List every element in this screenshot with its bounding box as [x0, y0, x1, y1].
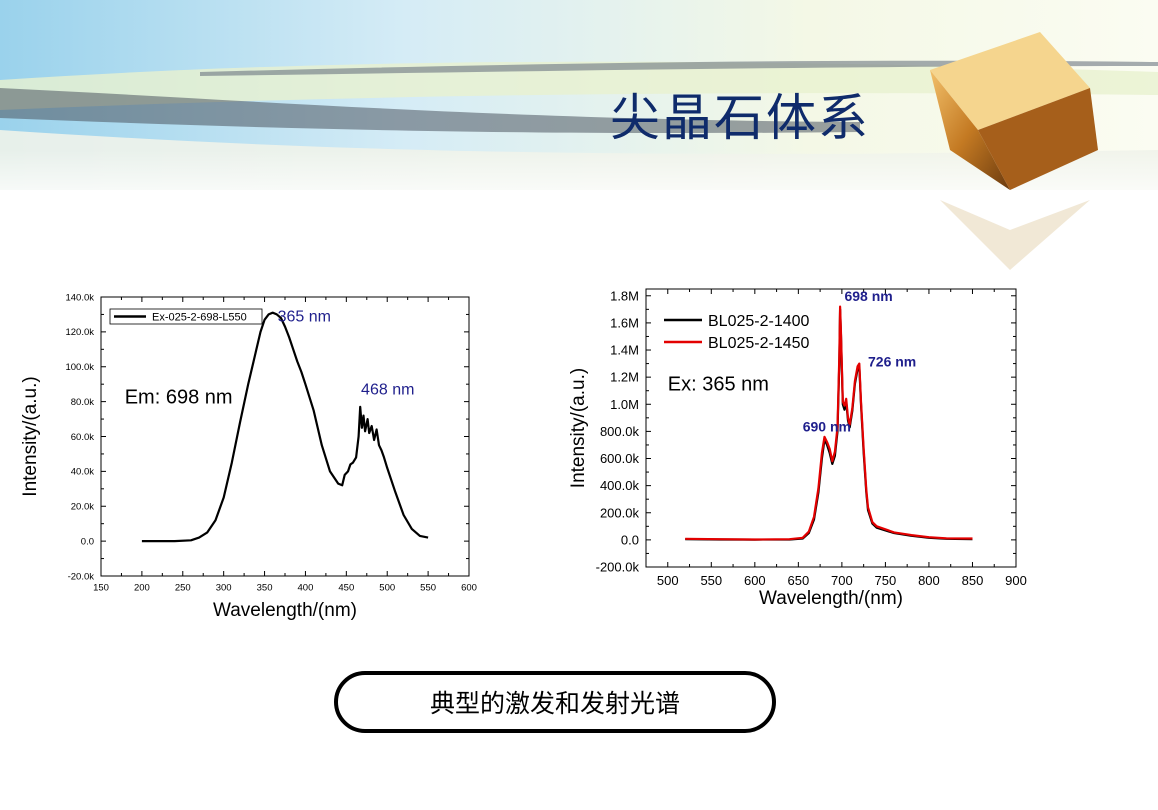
y-tick-label: 1.2M [610, 370, 639, 385]
series-line-1 [141, 311, 429, 543]
legend-label: BL025-2-1450 [708, 335, 810, 352]
x-tick-label: 400 [298, 583, 314, 594]
x-tick-label: 500 [379, 583, 395, 594]
x-tick-label: 900 [1005, 573, 1027, 588]
y-tick-label: 1.6M [610, 315, 639, 330]
annotation: Ex: 365 nm [668, 374, 769, 396]
chart-1: 150 200 250 300 350 400 450 500 550 600 -20.0k 0.0 2… [20, 292, 477, 621]
annotation: 726 nm [868, 353, 916, 369]
legend-label: BL025-2-1400 [708, 313, 810, 330]
y-tick-label: 1.0M [610, 397, 639, 412]
y-axis-label: Intensity/(a.u.) [568, 368, 589, 488]
y-tick-label: 600.0k [600, 451, 640, 466]
y-tick-label: 60.0k [71, 432, 94, 443]
annotation: 365 nm [278, 308, 331, 325]
x-axis-label: Wavelength/(nm) [213, 600, 357, 621]
annotation: Em: 698 nm [125, 386, 233, 408]
x-tick-label: 600 [461, 583, 477, 594]
y-tick-label: 40.0k [71, 467, 94, 478]
x-tick-label: 450 [338, 583, 354, 594]
y-tick-label: 0.0 [81, 536, 94, 547]
x-tick-label: 350 [257, 583, 273, 594]
x-axis-label: Wavelength/(nm) [759, 588, 903, 609]
y-tick-label: 800.0k [600, 424, 640, 439]
x-tick-label: 600 [744, 573, 766, 588]
x-tick-label: 750 [875, 573, 897, 588]
y-tick-label: 20.0k [71, 502, 94, 513]
y-tick-label: 400.0k [600, 478, 640, 493]
plot-frame [100, 296, 470, 577]
x-tick-label: 550 [700, 573, 722, 588]
legend: Ex-025-2-698-L550 [109, 308, 263, 325]
series-line-2 [685, 305, 973, 541]
caption-text: 典型的激发和发射光谱 [429, 689, 680, 718]
chart-2: 500 550 600 650 700 750 800 850 900 -200.0k 0.0 200… [568, 288, 1027, 609]
y-tick-label: 100.0k [65, 362, 94, 373]
y-axis-label: Intensity/(a.u.) [20, 376, 41, 496]
y-tick-label: 1.4M [610, 343, 639, 358]
x-tick-label: 800 [918, 573, 940, 588]
x-tick-label: 250 [175, 583, 191, 594]
annotation: 690 nm [803, 418, 851, 434]
y-tick-label: 0.0 [621, 532, 639, 547]
x-tick-label: 500 [657, 573, 679, 588]
x-tick-label: 700 [831, 573, 853, 588]
cube-logo-icon [930, 32, 1098, 270]
y-tick-label: 200.0k [600, 505, 640, 520]
y-tick-label: 80.0k [71, 397, 94, 408]
plot-frame [645, 288, 1017, 568]
x-tick-label: 200 [134, 583, 150, 594]
y-tick-label: 120.0k [65, 327, 94, 338]
annotation: 698 nm [844, 288, 892, 304]
x-tick-label: 150 [93, 583, 109, 594]
slide-title: 尖晶石体系 [610, 89, 870, 147]
caption-box: 典型的激发和发射光谱 [334, 671, 776, 733]
y-tick-label: 140.0k [65, 292, 94, 303]
x-tick-label: 550 [420, 583, 436, 594]
annotation: 468 nm [361, 382, 414, 399]
header-banner [0, 0, 1158, 270]
x-tick-label: 650 [788, 573, 810, 588]
legend-label: Ex-025-2-698-L550 [152, 311, 247, 323]
legend-box [109, 308, 263, 325]
x-tick-label: 850 [962, 573, 984, 588]
y-tick-label: 1.8M [610, 288, 639, 303]
legend: BL025-2-1400 BL025-2-1450 [664, 313, 810, 352]
x-tick-label: 300 [216, 583, 232, 594]
y-tick-label: -20.0k [68, 571, 95, 582]
y-tick-label: -200.0k [596, 560, 640, 575]
